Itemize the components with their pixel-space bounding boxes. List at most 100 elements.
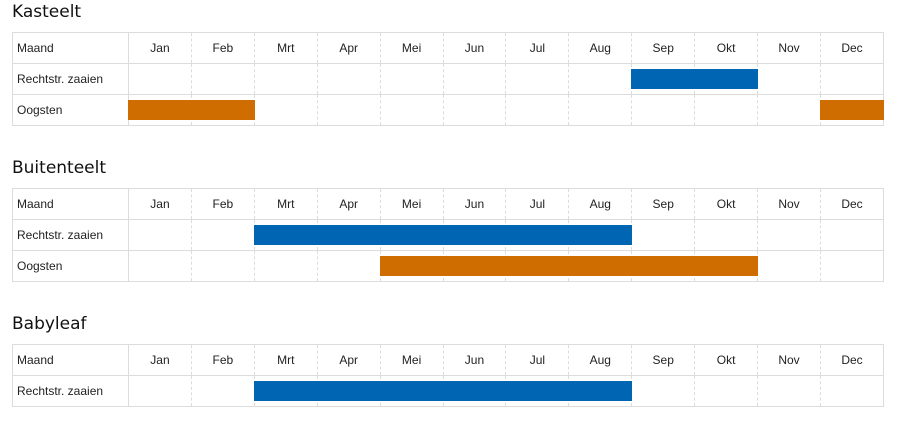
month-cell-feb	[190, 219, 255, 251]
month-header-dec: Dec	[819, 344, 885, 376]
month-cell-apr	[316, 375, 381, 407]
month-cell-mei	[379, 375, 444, 407]
month-cell-apr	[316, 219, 381, 251]
month-cell-mei	[379, 94, 444, 126]
month-cell-dec	[819, 63, 885, 95]
month-cell-okt	[694, 63, 759, 95]
month-cell-sep	[631, 219, 696, 251]
month-cell-feb	[190, 94, 255, 126]
month-cell-jan	[128, 63, 192, 95]
calendar-table-babyleaf: Maand Jan Feb Mrt Apr Mei Jun Jul Aug Sep Okt Nov De…	[12, 344, 885, 407]
calendar-table-kasteelt: Maand Jan Feb Mrt Apr Mei Jun Jul Aug Sep Okt Nov De…	[12, 32, 885, 126]
activity-label: Rechtstr. zaaien	[12, 63, 129, 95]
sowing-bar-segment	[379, 225, 444, 245]
month-header-nov: Nov	[757, 344, 821, 376]
activity-row-harvest: Oogsten	[12, 94, 885, 126]
month-cell-mei	[379, 219, 444, 251]
month-cell-mrt	[253, 375, 318, 407]
harvest-bar-segment	[694, 256, 759, 276]
month-cell-dec	[819, 250, 885, 282]
section-title-babyleaf: Babyleaf	[12, 314, 87, 334]
sowing-bar-segment	[694, 69, 759, 89]
month-cell-jan	[128, 94, 192, 126]
month-header-nov: Nov	[757, 188, 821, 220]
month-header-jan: Jan	[128, 188, 192, 220]
month-header-row: Maand Jan Feb Mrt Apr Mei Jun Jul Aug Sep Okt Nov De…	[12, 32, 885, 64]
month-cell-mei	[379, 250, 444, 282]
month-cell-dec	[819, 219, 885, 251]
month-header-apr: Apr	[316, 32, 381, 64]
month-header-jul: Jul	[505, 344, 570, 376]
sowing-bar-segment	[253, 225, 318, 245]
month-header-row: Maand Jan Feb Mrt Apr Mei Jun Jul Aug Sep Okt Nov De…	[12, 344, 885, 376]
month-header-mei: Mei	[379, 344, 444, 376]
activity-label: Oogsten	[12, 94, 129, 126]
month-header-dec: Dec	[819, 188, 885, 220]
month-cell-nov	[757, 63, 821, 95]
month-cell-mrt	[253, 63, 318, 95]
sowing-bar-segment	[442, 225, 507, 245]
month-cell-jun	[442, 250, 507, 282]
month-cell-jun	[442, 63, 507, 95]
month-cell-sep	[631, 63, 696, 95]
month-header-feb: Feb	[190, 32, 255, 64]
month-cell-jul	[505, 94, 570, 126]
month-cell-dec	[819, 375, 885, 407]
harvest-bar-segment	[128, 100, 192, 120]
month-cell-mei	[379, 63, 444, 95]
month-header-aug: Aug	[568, 32, 633, 64]
month-header-sep: Sep	[631, 344, 696, 376]
header-label: Maand	[12, 188, 129, 220]
activity-row-sow: Rechtstr. zaaien	[12, 219, 885, 251]
month-cell-mrt	[253, 94, 318, 126]
harvest-bar-segment	[190, 100, 255, 120]
activity-label: Rechtstr. zaaien	[12, 375, 129, 407]
month-header-mrt: Mrt	[253, 32, 318, 64]
month-header-apr: Apr	[316, 344, 381, 376]
month-header-feb: Feb	[190, 188, 255, 220]
harvest-bar-segment	[819, 100, 884, 120]
month-cell-mrt	[253, 219, 318, 251]
month-header-jun: Jun	[442, 344, 507, 376]
month-cell-sep	[631, 94, 696, 126]
harvest-bar-segment	[379, 256, 444, 276]
month-cell-aug	[568, 94, 633, 126]
sowing-bar-segment	[442, 381, 507, 401]
month-header-row: Maand Jan Feb Mrt Apr Mei Jun Jul Aug Sep Okt Nov De…	[12, 188, 885, 220]
month-cell-okt	[694, 250, 759, 282]
month-header-sep: Sep	[631, 32, 696, 64]
month-cell-jul	[505, 63, 570, 95]
month-cell-aug	[568, 375, 633, 407]
month-cell-okt	[694, 219, 759, 251]
month-cell-nov	[757, 375, 821, 407]
sowing-bar-segment	[568, 381, 633, 401]
month-cell-apr	[316, 94, 381, 126]
month-header-okt: Okt	[694, 344, 759, 376]
month-header-jan: Jan	[128, 32, 192, 64]
activity-label: Rechtstr. zaaien	[12, 219, 129, 251]
month-cell-jan	[128, 219, 192, 251]
sowing-bar-segment	[316, 381, 381, 401]
month-cell-okt	[694, 94, 759, 126]
harvest-bar-segment	[505, 256, 570, 276]
header-label: Maand	[12, 344, 129, 376]
month-cell-jul	[505, 219, 570, 251]
month-cell-feb	[190, 63, 255, 95]
month-cell-apr	[316, 250, 381, 282]
section-title-buitenteelt: Buitenteelt	[12, 158, 107, 178]
harvest-bar-segment	[631, 256, 696, 276]
month-cell-aug	[568, 63, 633, 95]
activity-row-sow: Rechtstr. zaaien	[12, 375, 885, 407]
month-header-aug: Aug	[568, 344, 633, 376]
sowing-bar-segment	[316, 225, 381, 245]
month-cell-mrt	[253, 250, 318, 282]
month-cell-jan	[128, 375, 192, 407]
activity-row-harvest: Oogsten	[12, 250, 885, 282]
month-header-jan: Jan	[128, 344, 192, 376]
month-cell-jul	[505, 250, 570, 282]
month-header-nov: Nov	[757, 32, 821, 64]
activity-row-sow: Rechtstr. zaaien	[12, 63, 885, 95]
month-cell-sep	[631, 250, 696, 282]
month-cell-aug	[568, 219, 633, 251]
month-header-jun: Jun	[442, 188, 507, 220]
